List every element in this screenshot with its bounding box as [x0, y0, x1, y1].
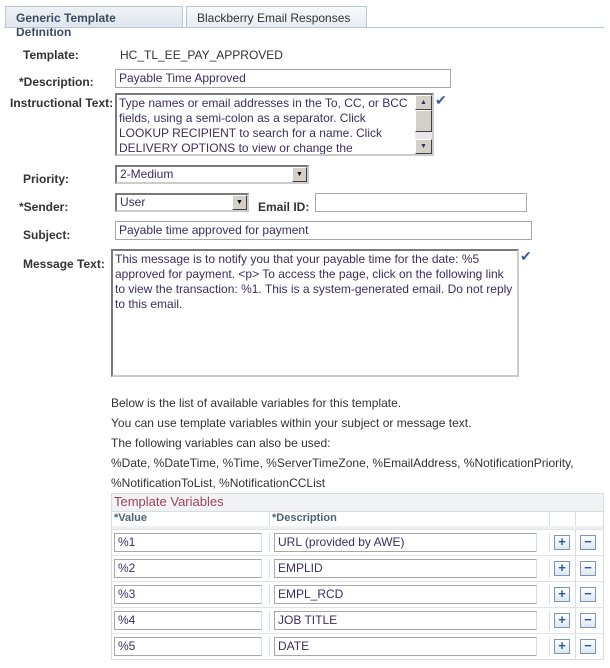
priority-select[interactable]: 2-Medium ▼: [115, 165, 309, 184]
value-input[interactable]: %1: [114, 533, 262, 552]
table-row: %3 EMPL_RCD + −: [112, 581, 603, 608]
email-id-input[interactable]: [315, 193, 527, 212]
table-row: %4 JOB TITLE + −: [112, 607, 603, 634]
tab-generic-template-definition[interactable]: Generic Template Definition: [5, 6, 183, 39]
delete-row-button[interactable]: −: [580, 535, 596, 550]
spell-check-icon[interactable]: ✔: [435, 92, 447, 108]
sender-value: User: [120, 195, 146, 209]
description-input[interactable]: EMPLID: [274, 559, 537, 578]
table-row: %1 URL (provided by AWE) + −: [112, 529, 603, 556]
description-input[interactable]: Payable Time Approved: [115, 69, 451, 88]
table-row: %5 DATE + −: [112, 633, 603, 660]
description-input[interactable]: DATE: [274, 637, 537, 656]
column-header-description: *Description: [270, 512, 550, 526]
info-text: %Date, %DateTime, %Time, %ServerTimeZone…: [111, 456, 574, 470]
subject-input[interactable]: Payable time approved for payment: [115, 221, 532, 240]
description-label: *Description:: [19, 75, 94, 89]
info-text: Below is the list of available variables…: [111, 396, 402, 410]
instructional-text-label: Instructional Text:: [10, 96, 114, 110]
scroll-thumb[interactable]: [415, 110, 432, 132]
value-input[interactable]: %4: [114, 611, 262, 630]
chevron-down-icon[interactable]: ▼: [232, 195, 247, 210]
delete-row-button[interactable]: −: [580, 613, 596, 628]
sender-select[interactable]: User ▼: [115, 193, 249, 212]
delete-row-button[interactable]: −: [580, 587, 596, 602]
scroll-up-icon[interactable]: ▲: [415, 95, 432, 110]
message-text-area[interactable]: This message is to notify you that your …: [111, 249, 519, 377]
chevron-down-icon[interactable]: ▼: [292, 167, 307, 182]
spell-check-icon[interactable]: ✔: [520, 248, 532, 264]
add-row-button[interactable]: +: [554, 613, 570, 628]
priority-label: Priority:: [23, 172, 70, 186]
add-row-button[interactable]: +: [554, 587, 570, 602]
add-row-button[interactable]: +: [554, 639, 570, 654]
grid-header-row: *Value *Description: [112, 511, 603, 529]
email-id-label: Email ID:: [258, 200, 310, 214]
info-text: The following variables can also be used…: [111, 436, 331, 450]
delete-row-button[interactable]: −: [580, 639, 596, 654]
message-text-label: Message Text:: [23, 257, 105, 271]
table-row: %2 EMPLID + −: [112, 555, 603, 582]
template-variables-grid: Template Variables *Value *Description %…: [111, 493, 604, 660]
description-input[interactable]: URL (provided by AWE): [274, 533, 537, 552]
value-input[interactable]: %3: [114, 585, 262, 604]
tab-divider: [4, 27, 604, 28]
instructional-text: Type names or email addresses in the To,…: [119, 96, 408, 155]
template-value: HC_TL_EE_PAY_APPROVED: [120, 48, 283, 62]
template-label: Template:: [23, 48, 79, 62]
scrollbar[interactable]: ▲ ▼: [415, 95, 432, 154]
description-input[interactable]: JOB TITLE: [274, 611, 537, 630]
priority-value: 2-Medium: [120, 167, 174, 181]
info-text: You can use template variables within yo…: [111, 416, 472, 430]
sender-label: *Sender:: [19, 200, 69, 214]
info-text: %NotificationToList, %NotificationCCList: [111, 476, 326, 490]
delete-row-button[interactable]: −: [580, 561, 596, 576]
description-input[interactable]: EMPL_RCD: [274, 585, 537, 604]
grid-title: Template Variables: [112, 494, 603, 511]
column-header-value: *Value: [112, 512, 270, 526]
value-input[interactable]: %5: [114, 637, 262, 656]
instructional-text-area[interactable]: Type names or email addresses in the To,…: [115, 93, 434, 156]
tab-blackberry-email-responses[interactable]: Blackberry Email Responses: [186, 6, 367, 28]
value-input[interactable]: %2: [114, 559, 262, 578]
scroll-down-icon[interactable]: ▼: [415, 139, 432, 154]
add-row-button[interactable]: +: [554, 561, 570, 576]
add-row-button[interactable]: +: [554, 535, 570, 550]
subject-label: Subject:: [23, 228, 71, 242]
